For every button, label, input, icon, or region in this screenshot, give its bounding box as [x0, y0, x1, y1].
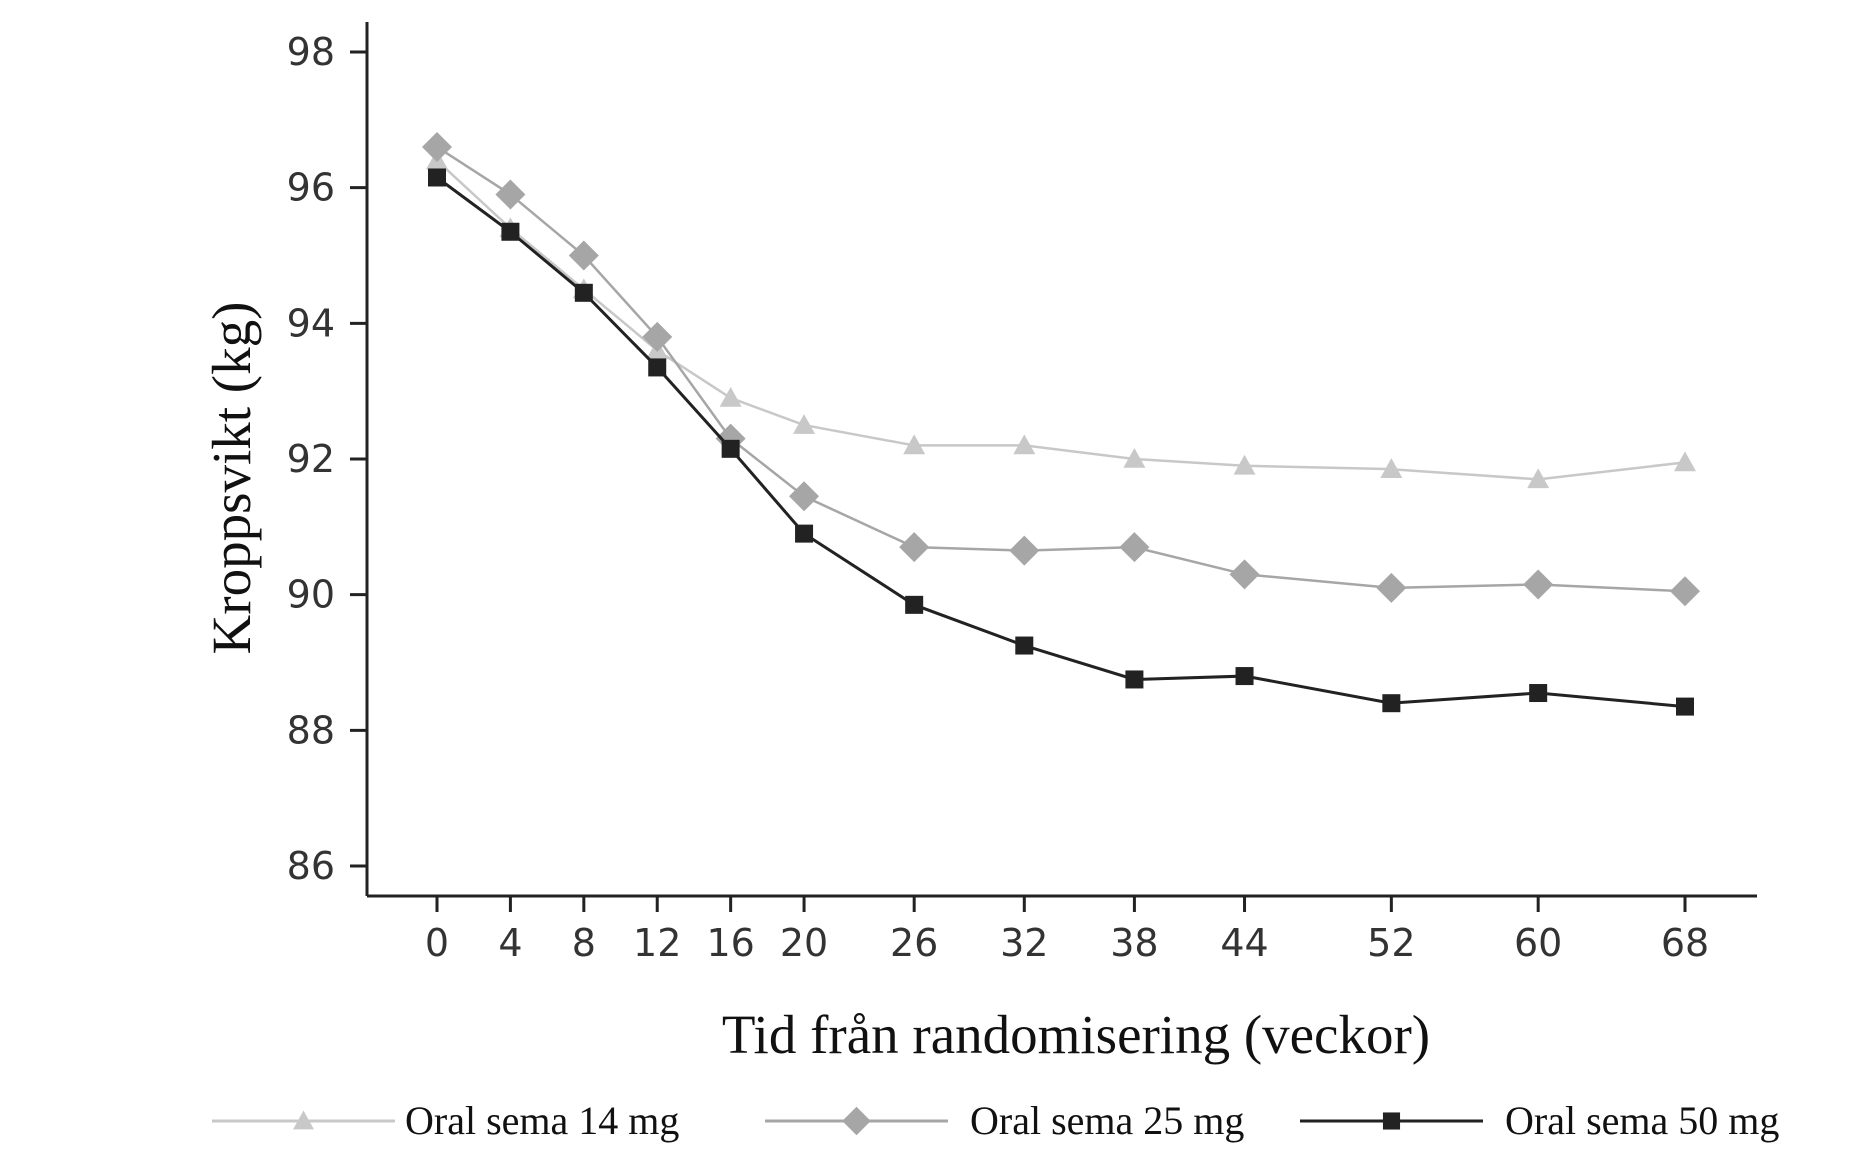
data-point: [1523, 569, 1554, 600]
data-point: [1123, 448, 1146, 468]
data-point: [899, 532, 930, 563]
series-3: [428, 168, 1694, 716]
x-axis: 0 4 8 12 16 20 26 32 38 44 52 60 68: [367, 894, 1757, 965]
data-point: [501, 222, 520, 241]
legend-label: Oral sema 14 mg: [405, 1098, 679, 1143]
data-point: [1119, 532, 1150, 563]
y-axis: 86 88 90 92 94 96 98: [287, 22, 369, 896]
data-point: [795, 524, 814, 543]
data-point: [1376, 572, 1407, 603]
x-tick-label: 44: [1220, 921, 1268, 965]
data-point: [721, 439, 740, 458]
data-point: [1235, 667, 1254, 686]
legend-label: Oral sema 25 mg: [970, 1098, 1244, 1143]
data-point: [905, 595, 924, 614]
series-line: [436, 159, 1686, 481]
x-tick-label: 32: [1000, 921, 1048, 965]
legend-marker: [293, 1110, 314, 1130]
x-tick-label: 16: [706, 921, 754, 965]
data-point: [1380, 458, 1403, 478]
x-axis-title: Tid från randomisering (veckor): [722, 1004, 1430, 1065]
y-tick-label: 88: [287, 708, 335, 752]
data-point: [1125, 670, 1144, 689]
x-tick-label: 52: [1367, 921, 1415, 965]
data-point: [574, 283, 593, 302]
data-point: [1013, 434, 1036, 455]
legend-item: Oral sema 50 mg: [1300, 1098, 1779, 1143]
data-point: [1382, 694, 1401, 713]
legend-label: Oral sema 50 mg: [1505, 1098, 1779, 1143]
data-point: [1229, 559, 1260, 590]
y-tick-label: 98: [287, 30, 335, 74]
data-point: [495, 179, 526, 210]
y-tick-label: 92: [287, 437, 335, 481]
data-point: [568, 240, 599, 271]
data-point: [1670, 576, 1700, 607]
data-point: [719, 386, 742, 407]
data-point: [648, 358, 667, 377]
data-point: [1674, 451, 1696, 472]
data-point: [642, 321, 673, 352]
data-point: [903, 434, 926, 455]
data-point: [1676, 697, 1694, 716]
y-tick-label: 94: [287, 301, 335, 345]
data-point: [1233, 454, 1256, 475]
y-axis-title: Kroppsvikt (kg): [201, 302, 262, 655]
series-1: [426, 149, 1696, 489]
x-tick-label: 26: [890, 921, 938, 965]
data-point: [1529, 684, 1548, 703]
y-tick-label: 96: [287, 166, 335, 210]
data-point: [1009, 535, 1040, 566]
x-tick-label: 20: [780, 921, 828, 965]
y-tick-label: 86: [287, 844, 335, 888]
x-tick-label: 4: [498, 921, 522, 965]
legend-item: Oral sema 14 mg: [212, 1098, 679, 1143]
x-tick-label: 8: [572, 921, 596, 965]
x-tick-label: 12: [633, 921, 681, 965]
data-point: [428, 168, 446, 187]
series-2: [422, 131, 1700, 607]
x-tick-label: 0: [425, 921, 449, 965]
x-tick-label: 38: [1110, 921, 1158, 965]
data-point: [422, 131, 452, 162]
series-line: [436, 176, 1686, 709]
data-point: [1527, 468, 1550, 489]
data-point: [1015, 636, 1034, 655]
x-tick-label: 68: [1661, 921, 1709, 965]
y-tick-label: 90: [287, 573, 335, 617]
x-tick-label: 60: [1514, 921, 1562, 965]
plot-area: [422, 131, 1700, 716]
legend: Oral sema 14 mg Oral sema 25 mg Oral sema …: [212, 1098, 1779, 1143]
series-line: [436, 145, 1686, 593]
legend-marker: [842, 1106, 871, 1136]
data-point: [789, 481, 820, 512]
legend-item: Oral sema 25 mg: [765, 1098, 1244, 1143]
data-point: [793, 414, 816, 434]
legend-marker: [1382, 1112, 1401, 1130]
